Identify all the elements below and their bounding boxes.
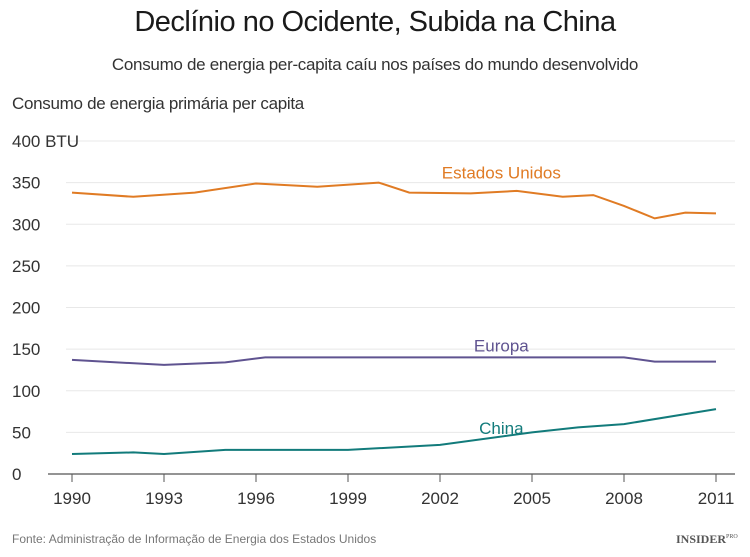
series-label: China	[479, 419, 524, 438]
x-tick-label: 2002	[421, 489, 459, 508]
y-tick-label: 200	[12, 299, 40, 318]
y-tick-label: 0	[12, 465, 21, 484]
y-tick-label: 300	[12, 215, 40, 234]
x-tick-label: 1996	[237, 489, 275, 508]
chart-subtitle: Consumo de energia per-capita caíu nos p…	[111, 55, 639, 74]
series-label: Estados Unidos	[442, 163, 561, 182]
y-tick-label: 150	[12, 340, 40, 359]
chart-title: Declínio no Ocidente, Subida na China	[134, 6, 616, 38]
x-tick-label: 1990	[53, 489, 91, 508]
x-tick-label: 2011	[698, 489, 735, 508]
logo-sup: PRO	[726, 534, 738, 540]
x-tick-label: 2005	[513, 489, 551, 508]
series-label: Europa	[474, 337, 529, 356]
logo-text: INSIDER	[676, 532, 727, 546]
x-tick-label: 1999	[329, 489, 367, 508]
y-tick-label: 350	[12, 174, 40, 193]
y-tick-label: 50	[12, 423, 31, 442]
series-line-china	[71, 408, 717, 456]
x-tick-label: 1993	[145, 489, 183, 508]
source-note: Fonte: Administração de Informação de En…	[12, 532, 377, 546]
y-tick-label: 400 BTU	[12, 132, 79, 151]
series-line-estados-unidos	[71, 181, 717, 220]
y-tick-label: 250	[12, 257, 40, 276]
series-line-europa	[71, 356, 716, 366]
y-axis-label: Consumo de energia primária per capita	[12, 94, 304, 113]
x-tick-label: 2008	[605, 489, 643, 508]
y-tick-label: 100	[12, 382, 40, 401]
insider-pro-logo: INSIDERPRO	[676, 532, 738, 547]
